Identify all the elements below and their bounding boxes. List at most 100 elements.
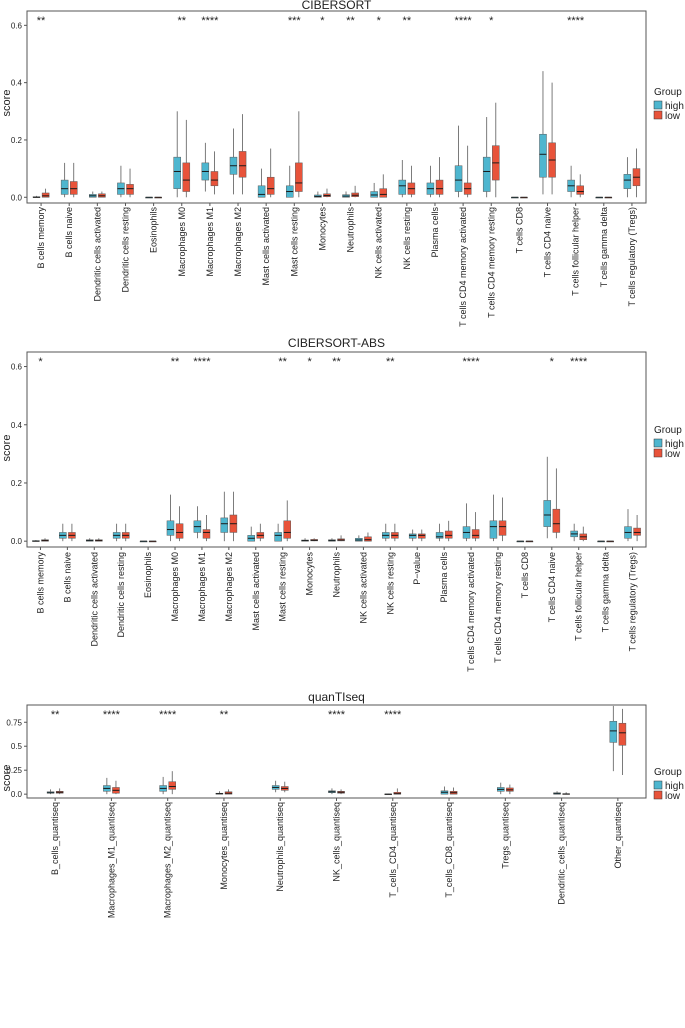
box-high (328, 538, 336, 542)
box-body (552, 508, 561, 533)
significance-label: **** (201, 15, 219, 27)
box-body (220, 517, 229, 533)
box-high (229, 128, 238, 195)
box-low (210, 151, 219, 195)
box-body (444, 530, 453, 539)
box-high (274, 523, 282, 542)
y-tick-label: 0.0 (11, 790, 23, 799)
significance-label: ** (332, 356, 341, 368)
box-low (70, 162, 78, 198)
box-low (154, 196, 162, 199)
x-tick-label: Monocytes_quantiseq (219, 802, 229, 890)
x-tick-label: Eosinophils (149, 207, 159, 254)
chart-title: CIBERSORT-ABS (288, 336, 385, 350)
significance-label: ** (37, 15, 46, 27)
box-low (393, 788, 402, 795)
x-tick-label: Neutrophils_quantiseq (275, 802, 285, 892)
box-low (256, 523, 265, 542)
significance-label: **** (455, 15, 473, 27)
box-body (618, 722, 627, 746)
x-tick-label: T cells CD4 memory activated (458, 207, 468, 327)
box-high (597, 540, 605, 543)
x-tick-label: Monocytes (317, 207, 327, 251)
box-body (379, 188, 388, 198)
x-tick-label: B_cells_quantiseq (50, 802, 60, 875)
significance-label: ** (171, 356, 180, 368)
significance-label: **** (570, 356, 588, 368)
significance-label: **** (159, 709, 177, 721)
box-low (498, 497, 507, 542)
x-tick-label: T cells CD4 memory resting (486, 207, 496, 318)
box-low (449, 787, 458, 795)
box-high (543, 456, 552, 539)
significance-label: ** (403, 15, 412, 27)
box-low (229, 491, 238, 542)
box-low (98, 191, 106, 198)
legend-label-high: high (665, 781, 684, 792)
box-high (624, 509, 632, 542)
box-body (498, 520, 507, 536)
box-low (525, 540, 534, 543)
significance-label: **** (103, 709, 121, 721)
y-axis-label: score (1, 435, 13, 462)
y-tick-label: 0.5 (11, 742, 23, 751)
box-high (215, 791, 224, 795)
box-high (489, 494, 498, 542)
x-tick-label: T cells CD4 memory activated (466, 552, 476, 672)
box-high (482, 117, 491, 198)
significance-label: ** (278, 356, 287, 368)
box-high (271, 780, 280, 793)
box-body (126, 184, 134, 195)
box-low (148, 540, 157, 543)
box-low (435, 157, 444, 198)
box-body (266, 176, 275, 195)
y-axis-label: score (1, 90, 13, 117)
box-low (41, 538, 49, 542)
x-tick-label: NK cells resting (402, 207, 412, 270)
box-low (520, 196, 528, 199)
box-high (89, 191, 97, 198)
box-body (398, 179, 407, 195)
significance-label: * (38, 356, 43, 368)
x-tick-label: Dendritic cells resting (116, 552, 126, 638)
significance-label: ** (386, 356, 395, 368)
legend-swatch-high (653, 780, 663, 790)
box-high (32, 195, 41, 198)
x-tick-label: Neutrophils (332, 552, 342, 598)
x-tick-label: Macrophages M0 (170, 552, 180, 622)
x-tick-label: Mast cells resting (278, 552, 288, 622)
box-high (382, 523, 390, 542)
box-body (543, 500, 552, 527)
box-low (202, 514, 211, 542)
y-tick-label: 0.0 (11, 537, 23, 546)
box-high (595, 196, 603, 199)
y-tick-label: 0.25 (6, 766, 22, 775)
box-high (516, 540, 525, 543)
x-tick-label: Other_quantiseq (613, 802, 623, 869)
box-high (426, 165, 435, 198)
box-low (337, 789, 345, 795)
box-low (579, 526, 588, 542)
significance-label: *** (288, 15, 302, 27)
box-high (285, 165, 294, 198)
box-high (462, 503, 471, 542)
significance-label: * (489, 15, 494, 27)
significance-label: ** (51, 709, 60, 721)
box-high (570, 523, 578, 542)
box-high (511, 196, 519, 199)
box-body (60, 179, 69, 195)
box-low (95, 538, 103, 542)
legend-title: Group (654, 425, 682, 436)
x-tick-label: T cells gamma delta (601, 552, 611, 632)
significance-label: **** (384, 709, 402, 721)
box-high (355, 535, 363, 542)
box-low (552, 468, 561, 539)
x-tick-label: NK_cells_quantiseq (332, 802, 342, 882)
box-low (68, 523, 76, 542)
box-body (454, 165, 463, 192)
box-low (444, 520, 453, 542)
significance-label: * (550, 356, 555, 368)
box-high (117, 165, 125, 198)
x-tick-label: Mast cells resting (289, 207, 299, 277)
